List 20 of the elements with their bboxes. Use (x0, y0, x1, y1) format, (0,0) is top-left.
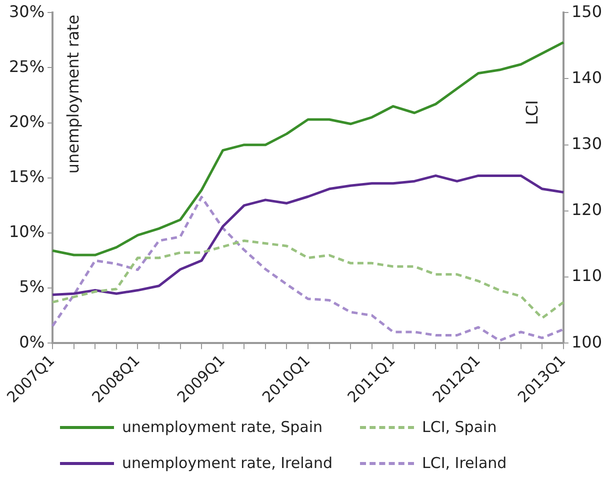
y2-tick-label: 130 (571, 134, 602, 153)
y-tick-label: 20% (9, 112, 45, 131)
y2-tick-label: 110 (571, 266, 602, 286)
y2-tick-label: 140 (571, 68, 602, 87)
y2-axis-title: LCI (522, 100, 542, 126)
line-series (51, 239, 565, 320)
legend-label: LCI, Ireland (422, 454, 507, 472)
legend-label: unemployment rate, Ireland (122, 454, 332, 472)
y-axis-title: unemployment rate (64, 14, 83, 174)
y2-tick-label: 120 (571, 200, 602, 220)
y2-tick-label: 100 (571, 332, 602, 352)
y-tick-label: 15% (9, 167, 45, 186)
y-tick-label: 25% (9, 56, 45, 76)
legend-label: unemployment rate, Spain (122, 418, 323, 436)
y2-tick-label: 150 (571, 2, 602, 21)
y-tick-label: 30% (9, 2, 45, 21)
y-tick-label: 0% (19, 332, 45, 352)
y-tick-label: 5% (19, 277, 45, 296)
legend-label: LCI, Spain (422, 418, 497, 436)
y-tick-label: 10% (9, 222, 45, 242)
